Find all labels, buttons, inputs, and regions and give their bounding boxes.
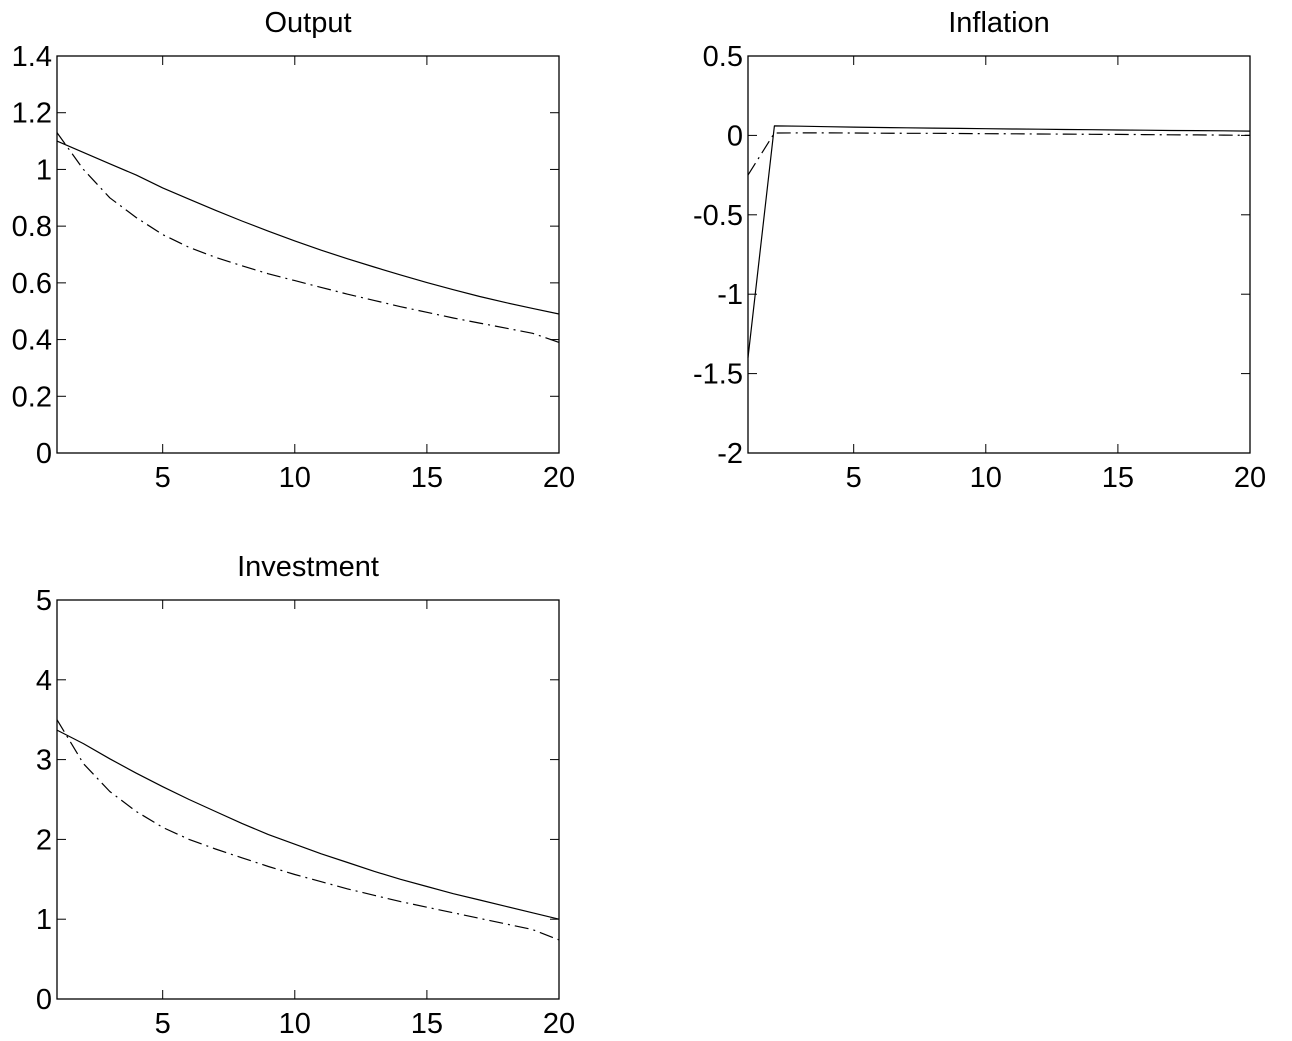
inflation-ytick-label: -1.5 (693, 359, 743, 391)
investment-ytick-label: 5 (36, 585, 52, 617)
output-title: Output (264, 7, 351, 39)
inflation-xtick-label: 15 (1102, 462, 1134, 494)
investment-xtick-label: 20 (543, 1008, 575, 1040)
investment-series-solid-line (56, 729, 560, 920)
inflation-xtick-label: 20 (1234, 462, 1266, 494)
investment-axes-box (56, 599, 560, 1000)
output-ytick-label: 0 (36, 438, 52, 470)
output-ytick-label: 1.4 (12, 41, 52, 73)
inflation-ytick-label: 0.5 (703, 41, 743, 73)
inflation-xtick-label: 10 (970, 462, 1002, 494)
output-ytick-label: 0.8 (12, 211, 52, 243)
inflation-series-solid-line (747, 125, 1251, 358)
inflation-ytick-label: -2 (717, 438, 743, 470)
output-ytick-label: 1.2 (12, 98, 52, 130)
investment-series-dashdot-line (56, 719, 560, 941)
investment-chart: Investment 5 10 15 20 0 1 2 3 4 5 (36, 551, 575, 1040)
inflation-ytick-label: -0.5 (693, 200, 743, 232)
inflation-title: Inflation (948, 7, 1050, 39)
output-xtick-label: 10 (279, 462, 311, 494)
investment-ytick-label: 2 (36, 824, 52, 856)
inflation-ytick-label: 0 (727, 120, 743, 152)
output-ytick-label: 0.2 (12, 381, 52, 413)
inflation-series-dashdot-line (747, 132, 1251, 176)
investment-xtick-label: 10 (279, 1008, 311, 1040)
output-ytick-label: 0.6 (12, 268, 52, 300)
output-series-dashdot-line (56, 132, 560, 343)
output-axes-box (56, 55, 560, 454)
output-ytick-label: 0.4 (12, 325, 52, 357)
investment-ytick-label: 3 (36, 745, 52, 777)
inflation-ytick-label: -1 (717, 279, 743, 311)
investment-title: Investment (237, 551, 379, 583)
output-xtick-label: 15 (411, 462, 443, 494)
inflation-xtick-label: 5 (846, 462, 862, 494)
output-xtick-label: 20 (543, 462, 575, 494)
output-ytick-label: 1 (36, 154, 52, 186)
investment-ytick-label: 0 (36, 984, 52, 1016)
investment-ytick-label: 4 (36, 665, 52, 697)
investment-ytick-label: 1 (36, 904, 52, 936)
inflation-chart: Inflation 5 10 15 20 -2 -1.5 -1 -0.5 0 0.5 (693, 7, 1266, 494)
investment-xtick-label: 5 (155, 1008, 171, 1040)
output-series-solid-line (56, 140, 560, 315)
output-chart: Output 5 10 15 20 0 0.2 0.4 0.6 0.8 1 1.2 1.4 (12, 7, 575, 494)
investment-xtick-label: 15 (411, 1008, 443, 1040)
inflation-axes-box (747, 55, 1251, 454)
output-xtick-label: 5 (155, 462, 171, 494)
